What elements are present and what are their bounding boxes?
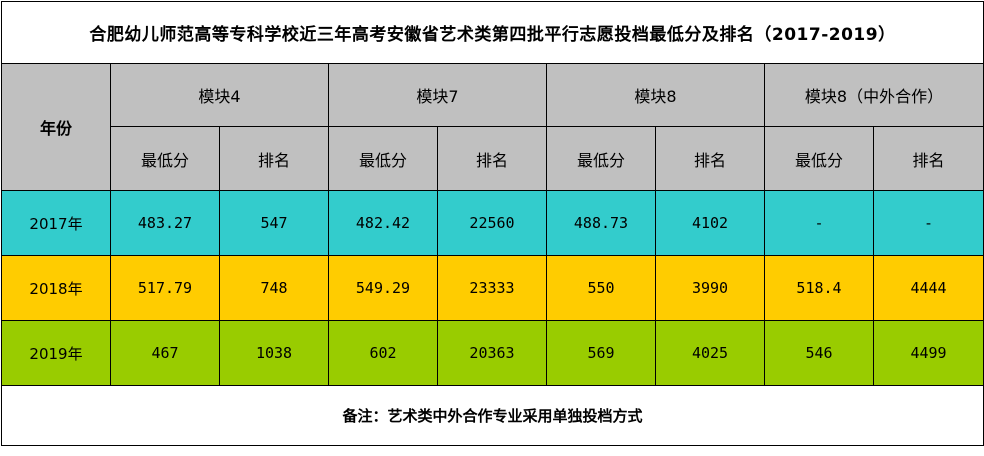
rank-cell: 3990: [655, 255, 765, 321]
year-column-header: 年份: [1, 63, 111, 191]
min-score-cell: 488.73: [546, 190, 656, 256]
rank-cell: 23333: [437, 255, 547, 321]
table-title: 合肥幼儿师范高等专科学校近三年高考安徽省艺术类第四批平行志愿投档最低分及排名（2…: [1, 1, 984, 64]
group-header-module7: 模块7: [328, 63, 547, 127]
min-score-cell: 483.27: [110, 190, 220, 256]
min-score-cell: 546: [764, 320, 874, 386]
year-cell: 2019年: [1, 320, 111, 386]
min-score-cell: 517.79: [110, 255, 220, 321]
sub-header-min-score: 最低分: [110, 126, 220, 191]
table-row: 2017年 483.27 547 482.42 22560 488.73 410…: [1, 190, 984, 256]
min-score-cell: 550: [546, 255, 656, 321]
min-score-cell: 569: [546, 320, 656, 386]
sub-header-rank: 排名: [873, 126, 984, 191]
min-score-cell: 549.29: [328, 255, 438, 321]
sub-header-min-score: 最低分: [328, 126, 438, 191]
sub-header-min-score: 最低分: [546, 126, 656, 191]
rank-cell: 1038: [219, 320, 329, 386]
sub-header-rank: 排名: [655, 126, 765, 191]
group-header-module8-intl: 模块8（中外合作）: [764, 63, 984, 127]
rank-cell: 22560: [437, 190, 547, 256]
min-score-cell: 467: [110, 320, 220, 386]
rank-cell: -: [873, 190, 984, 256]
min-score-cell: 602: [328, 320, 438, 386]
group-header-module4: 模块4: [110, 63, 329, 127]
year-cell: 2017年: [1, 190, 111, 256]
rank-cell: 4499: [873, 320, 984, 386]
rank-cell: 20363: [437, 320, 547, 386]
rank-cell: 547: [219, 190, 329, 256]
min-score-cell: -: [764, 190, 874, 256]
rank-cell: 4025: [655, 320, 765, 386]
year-cell: 2018年: [1, 255, 111, 321]
group-header-module8: 模块8: [546, 63, 765, 127]
rank-cell: 4444: [873, 255, 984, 321]
admission-score-table: 合肥幼儿师范高等专科学校近三年高考安徽省艺术类第四批平行志愿投档最低分及排名（2…: [1, 1, 984, 446]
table-note: 备注：艺术类中外合作专业采用单独投档方式: [1, 385, 984, 446]
min-score-cell: 518.4: [764, 255, 874, 321]
sub-header-rank: 排名: [437, 126, 547, 191]
min-score-cell: 482.42: [328, 190, 438, 256]
rank-cell: 748: [219, 255, 329, 321]
sub-header-rank: 排名: [219, 126, 329, 191]
table-row: 2019年 467 1038 602 20363 569 4025 546 44…: [1, 320, 984, 386]
rank-cell: 4102: [655, 190, 765, 256]
table-row: 2018年 517.79 748 549.29 23333 550 3990 5…: [1, 255, 984, 321]
sub-header-min-score: 最低分: [764, 126, 874, 191]
